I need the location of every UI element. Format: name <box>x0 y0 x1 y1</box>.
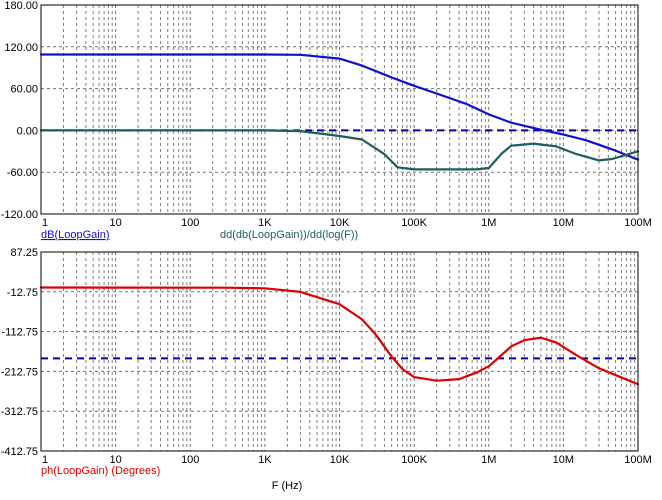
x-tick-label: 1M <box>481 217 496 229</box>
x-tick-label: 10 <box>110 217 122 229</box>
phase-plot-panel: 87.25 -12.75 -112.75 -212.75 -312.75 -412.75 1… <box>1 247 652 466</box>
legend-phase-loopgain: ph(LoopGain) (Degrees) <box>41 465 160 477</box>
plot-frame <box>40 251 639 452</box>
y-tick-label: -12.75 <box>7 287 38 299</box>
legend-derivative: dd(db(LoopGain))/dd(log(F)) <box>220 229 358 241</box>
x-tick-label: 10K <box>330 454 350 466</box>
x-tick-label: 1K <box>258 454 272 466</box>
y-tick-label: 120.00 <box>4 42 38 54</box>
x-tick-label: 10K <box>330 217 350 229</box>
y-tick-label: 60.00 <box>10 84 38 96</box>
x-tick-label: 100K <box>401 217 427 229</box>
legend-db-loopgain: dB(LoopGain) <box>41 229 110 241</box>
gain-plot-panel: 180.00 120.00 60.00 0.00 -60.00 -120.00 1 10 100… <box>1 0 652 229</box>
x-axis-label: F (Hz) <box>272 480 303 492</box>
gain-series-line-1 <box>39 129 640 171</box>
gain-series-line-0 <box>39 53 640 161</box>
plot-frame <box>40 4 639 215</box>
x-tick-label: 10 <box>110 454 122 466</box>
y-tick-label: -112.75 <box>2 327 39 339</box>
y-tick-label: 180.00 <box>4 0 38 12</box>
phase-series-line-0 <box>39 286 640 386</box>
y-tick-label: -212.75 <box>1 366 38 378</box>
y-tick-label: -412.75 <box>1 446 38 458</box>
x-tick-label: 1M <box>481 454 496 466</box>
y-tick-label: -60.00 <box>7 167 38 179</box>
y-tick-label: -120.00 <box>1 209 38 221</box>
x-tick-label: 10M <box>553 454 574 466</box>
x-tick-label: 100 <box>181 217 199 229</box>
x-tick-label: 100M <box>624 217 652 229</box>
y-tick-label: 87.25 <box>10 247 38 259</box>
x-tick-label: 100K <box>401 454 427 466</box>
y-tick-label: -312.75 <box>1 406 38 418</box>
x-tick-label: 1K <box>258 217 272 229</box>
x-tick-label: 100 <box>181 454 199 466</box>
y-tick-label: 0.00 <box>17 125 38 137</box>
x-tick-label: 1 <box>42 454 48 466</box>
x-tick-label: 10M <box>553 217 574 229</box>
x-tick-label: 100M <box>624 454 652 466</box>
x-tick-label: 1 <box>42 217 48 229</box>
